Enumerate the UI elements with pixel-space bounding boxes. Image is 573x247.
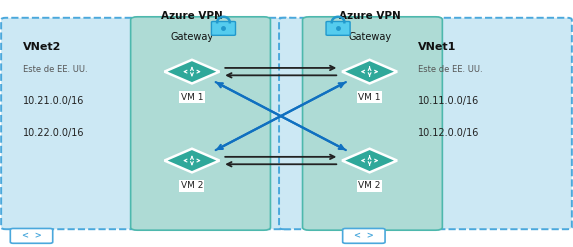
- Text: VM 1: VM 1: [180, 93, 203, 102]
- Text: 10.11.0.0/16: 10.11.0.0/16: [418, 96, 480, 106]
- Text: Azure VPN: Azure VPN: [339, 11, 401, 21]
- Text: Gateway: Gateway: [170, 32, 214, 42]
- Text: Azure VPN: Azure VPN: [161, 11, 223, 21]
- Polygon shape: [342, 60, 397, 83]
- Text: Gateway: Gateway: [348, 32, 391, 42]
- Text: 10.12.0.0/16: 10.12.0.0/16: [418, 128, 480, 138]
- FancyBboxPatch shape: [131, 17, 270, 230]
- Text: Este de EE. UU.: Este de EE. UU.: [23, 65, 88, 74]
- FancyBboxPatch shape: [343, 228, 385, 243]
- Text: Este de EE. UU.: Este de EE. UU.: [418, 65, 483, 74]
- FancyBboxPatch shape: [10, 228, 53, 243]
- Text: VM 2: VM 2: [358, 182, 381, 190]
- FancyBboxPatch shape: [279, 18, 572, 229]
- FancyBboxPatch shape: [303, 17, 442, 230]
- Text: <  >: < >: [354, 231, 374, 240]
- Text: VM 2: VM 2: [180, 182, 203, 190]
- FancyBboxPatch shape: [211, 21, 236, 35]
- Text: 10.21.0.0/16: 10.21.0.0/16: [23, 96, 84, 106]
- Text: VM 1: VM 1: [358, 93, 381, 102]
- FancyBboxPatch shape: [326, 21, 350, 35]
- Text: <  >: < >: [22, 231, 41, 240]
- Text: VNet2: VNet2: [23, 42, 61, 52]
- FancyBboxPatch shape: [1, 18, 294, 229]
- Polygon shape: [164, 149, 219, 172]
- Polygon shape: [164, 60, 219, 83]
- Polygon shape: [342, 149, 397, 172]
- Text: VNet1: VNet1: [418, 42, 457, 52]
- Text: 10.22.0.0/16: 10.22.0.0/16: [23, 128, 84, 138]
